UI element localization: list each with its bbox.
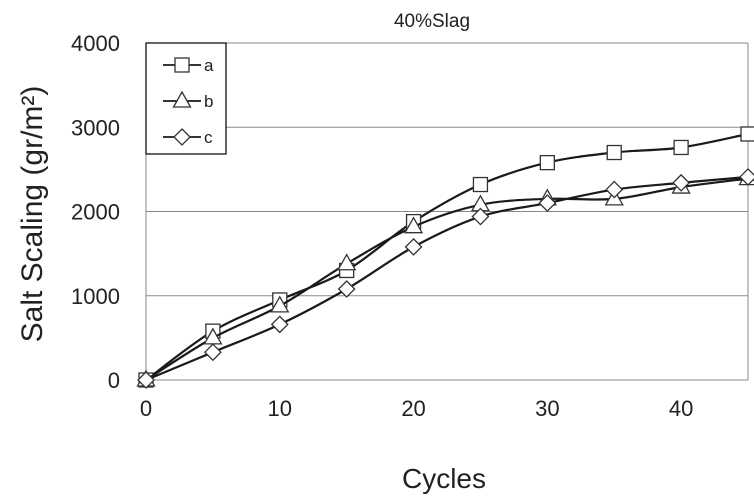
y-axis-label: Salt Scaling (gr/m²): [16, 86, 49, 343]
grid: [146, 43, 748, 296]
x-tick-label: 40: [669, 396, 693, 421]
series-a: [139, 127, 754, 387]
legend-label-c: c: [204, 128, 213, 147]
data-point-c: [272, 316, 288, 332]
y-tick-label: 4000: [71, 31, 120, 56]
x-tick-label: 30: [535, 396, 559, 421]
data-point-a: [674, 140, 688, 154]
legend: abc: [146, 43, 226, 154]
data-point-a: [741, 127, 754, 141]
legend-label-b: b: [204, 92, 213, 111]
series-line-c: [146, 177, 748, 380]
data-point-c: [406, 239, 422, 255]
data-point-c: [539, 195, 555, 211]
x-tick-label: 0: [140, 396, 152, 421]
data-point-c: [606, 182, 622, 198]
data-point-b: [338, 255, 355, 270]
data-point-a: [473, 178, 487, 192]
series-lines: [138, 127, 754, 388]
x-tick-label: 10: [268, 396, 292, 421]
series-line-b: [146, 179, 748, 380]
data-point-c: [205, 344, 221, 360]
data-point-a: [607, 146, 621, 160]
chart-title: 40%Slag: [394, 11, 470, 32]
x-tick-label: 20: [401, 396, 425, 421]
y-tick-label: 1000: [71, 284, 120, 309]
data-point-c: [339, 281, 355, 297]
y-tick-label: 0: [108, 368, 120, 393]
legend-marker-a: [175, 58, 189, 72]
x-axis-label: Cycles: [402, 463, 486, 494]
data-point-a: [540, 156, 554, 170]
legend-label-a: a: [204, 56, 214, 75]
y-tick-label: 2000: [71, 200, 120, 225]
y-tick-label: 3000: [71, 115, 120, 140]
